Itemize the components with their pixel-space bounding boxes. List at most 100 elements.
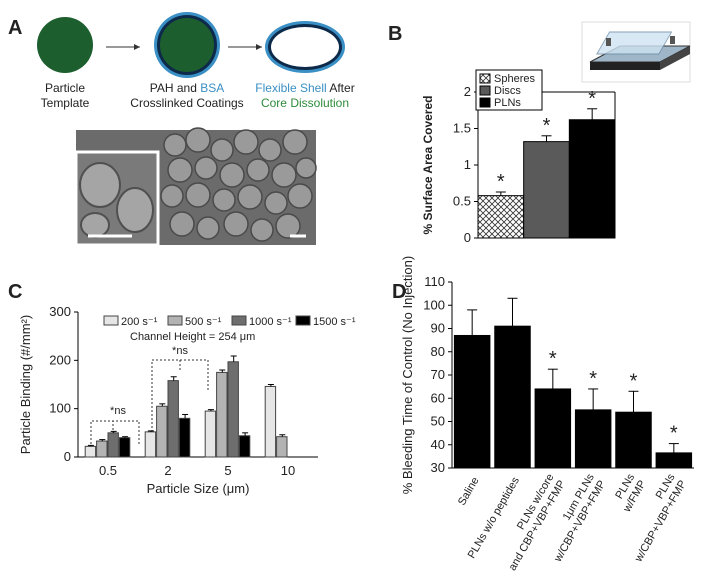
y-tick-label: 30 <box>431 460 445 475</box>
panel-label: D <box>392 281 406 303</box>
bar <box>144 431 157 458</box>
error-bar <box>467 309 478 336</box>
error-bar <box>588 388 599 410</box>
bar <box>238 435 251 458</box>
legend-swatch <box>167 315 183 326</box>
error-bar <box>219 369 226 373</box>
step-text: After <box>329 81 354 95</box>
y-axis-label: % Bleeding Time of Control (No Injection… <box>400 256 415 494</box>
significance-star: * <box>549 348 557 370</box>
y-tick-label: 60 <box>431 390 445 405</box>
step-label: Core Dissolution <box>261 96 349 110</box>
error-bar <box>110 430 117 433</box>
significance-star: * <box>589 368 597 390</box>
annotation: Channel Height = 254 μm <box>130 331 255 343</box>
schematic <box>37 12 345 78</box>
error-bar <box>587 108 598 120</box>
legend-swatch <box>479 73 491 84</box>
step-label: Template <box>41 96 90 110</box>
annotation: *ns <box>172 345 188 357</box>
y-tick-label: 0 <box>464 230 471 245</box>
x-tick-label: 10 <box>281 463 295 478</box>
legend-label: Discs <box>494 85 521 97</box>
error-bar <box>159 403 166 407</box>
x-tick-label: 5 <box>224 463 231 478</box>
bar <box>178 417 191 458</box>
error-bar <box>541 135 552 142</box>
step-label: PAH and BSA <box>150 81 225 95</box>
step-label: Crosslinked Coatings <box>130 96 243 110</box>
y-tick-label: 40 <box>431 437 445 452</box>
bar <box>227 361 239 458</box>
bar <box>96 440 108 458</box>
legend-swatch <box>479 85 491 96</box>
y-tick-label: 110 <box>424 274 445 289</box>
bar <box>523 141 570 239</box>
error-bar <box>507 297 518 327</box>
x-tick-label: Saline <box>456 475 482 507</box>
bar <box>107 432 119 458</box>
panel-label: B <box>388 23 402 45</box>
bar <box>574 409 612 469</box>
y-tick-label: 70 <box>431 367 445 382</box>
significance-star: * <box>588 88 596 110</box>
y-axis-label: Particle Binding (#/mm²) <box>18 315 33 454</box>
bar <box>264 385 277 458</box>
bar <box>534 388 572 469</box>
error-bar <box>147 430 154 432</box>
bar <box>568 119 616 239</box>
legend-label: 500 s⁻¹ <box>185 316 222 328</box>
y-tick-label: 200 <box>49 352 71 367</box>
y-tick-label: 1 <box>464 157 471 172</box>
legend-swatch <box>295 315 311 326</box>
device-inset <box>581 21 691 83</box>
error-bar <box>495 191 506 196</box>
step-text: PAH and <box>150 81 197 95</box>
y-tick-label: 50 <box>431 414 445 429</box>
bar <box>118 437 131 458</box>
error-bar <box>628 390 639 413</box>
x-axis-label: Particle Size (μm) <box>147 481 250 496</box>
y-tick-label: 100 <box>423 297 445 312</box>
step-label: Particle <box>45 81 85 95</box>
y-tick-label: 1.5 <box>453 121 471 136</box>
x-tick-label: 0.5 <box>99 463 117 478</box>
bar <box>216 371 228 458</box>
y-tick-label: 2 <box>464 84 471 99</box>
error-bar <box>87 444 94 447</box>
legend-label: Spheres <box>494 73 535 85</box>
y-tick-label: 80 <box>431 344 445 359</box>
error-bar <box>182 413 189 419</box>
panel-label: A <box>8 17 22 39</box>
bar <box>167 380 179 458</box>
bar <box>615 411 652 469</box>
bar <box>453 334 491 469</box>
legend-label: 1500 s⁻¹ <box>313 316 356 328</box>
significance-star: * <box>670 423 678 445</box>
error-bar <box>267 384 274 387</box>
significance-star: * <box>543 115 551 137</box>
error-bar <box>170 376 177 381</box>
significance-star: * <box>630 370 638 392</box>
bar <box>204 410 217 458</box>
x-tick-line: Saline <box>456 475 482 507</box>
x-tick-label: 2 <box>164 463 171 478</box>
legend-swatch <box>231 315 247 326</box>
step-text: BSA <box>200 81 224 95</box>
step-label: Flexible Shell After <box>255 81 354 95</box>
annotation: *ns <box>110 405 126 417</box>
bar <box>84 445 97 458</box>
legend-swatch <box>103 315 119 326</box>
y-tick-label: 0 <box>64 449 71 464</box>
y-tick-label: 300 <box>49 304 71 319</box>
y-tick-label: 90 <box>431 321 445 336</box>
bar <box>494 325 531 469</box>
significance-star: * <box>497 171 505 193</box>
y-tick-label: 100 <box>49 401 71 416</box>
y-axis-label: % Surface Area Covered <box>421 96 435 235</box>
error-bar <box>122 436 129 438</box>
panel-label: C <box>8 281 22 303</box>
error-bar <box>279 434 286 437</box>
